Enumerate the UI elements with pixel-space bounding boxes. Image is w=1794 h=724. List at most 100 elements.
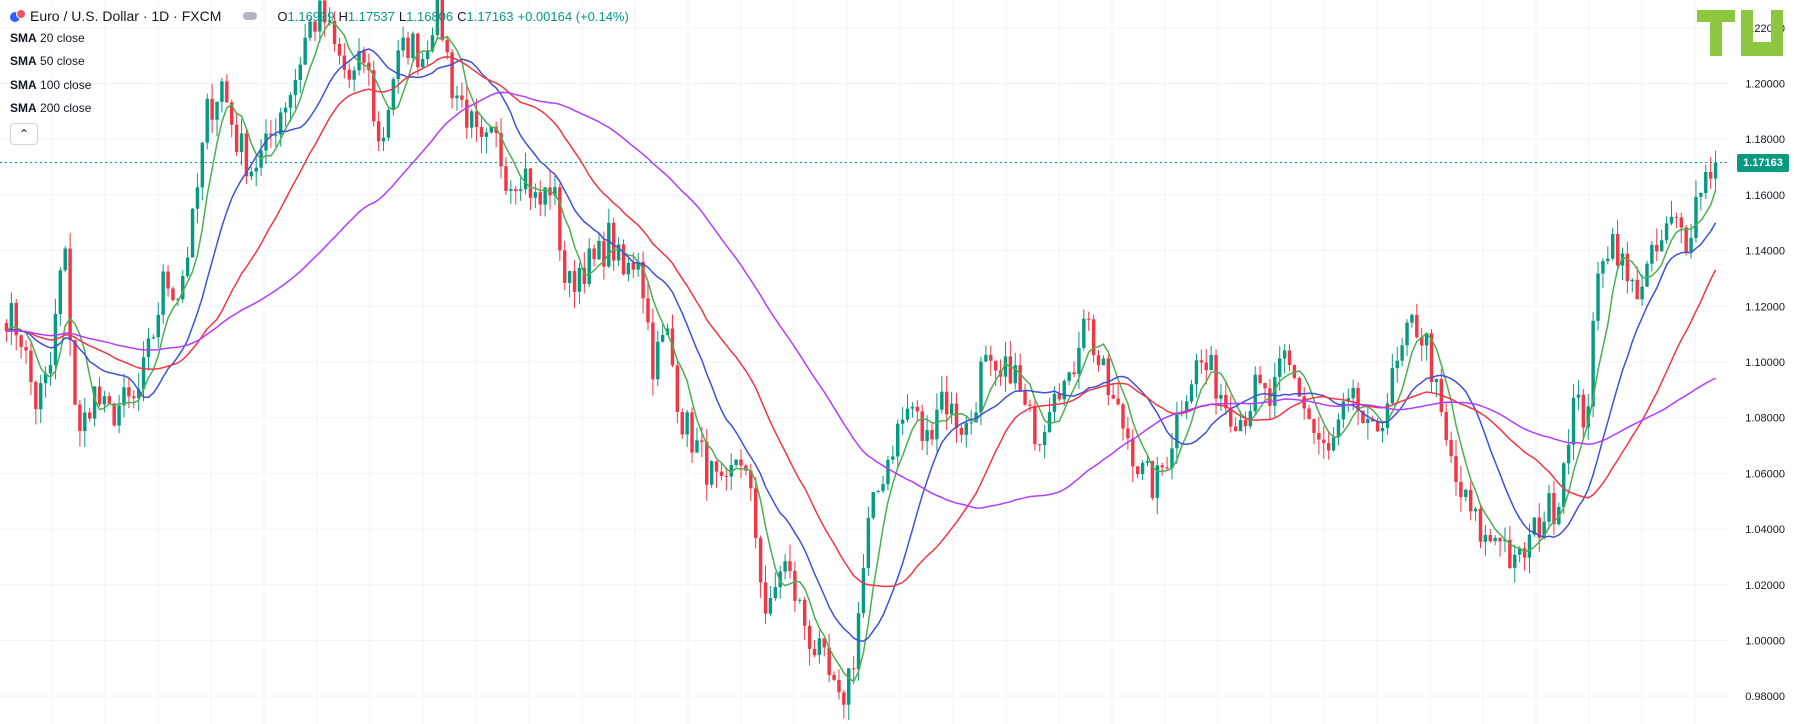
candle-body [1145,461,1150,463]
candle-body [788,561,792,571]
candle-body [1630,279,1635,282]
candle-body [514,189,518,192]
candle-body [900,419,905,424]
candle-body [553,187,557,196]
collapse-legend-button[interactable]: ⌃ [10,123,38,145]
candle-body [185,257,190,277]
candle-body [876,491,880,493]
candle-body [626,263,631,275]
candle-body [1581,394,1586,428]
candle-body [406,37,410,59]
candle-body [1047,411,1052,433]
candle-body [29,350,33,382]
candle-body [1023,390,1027,405]
candle-body [886,459,890,485]
candle-body [861,568,866,614]
candle-body [700,440,704,442]
candle-body [127,387,131,397]
candle-body [122,387,126,406]
candle-body [935,409,939,440]
candle-body [97,386,102,405]
candle-body [230,102,234,125]
candle-body [1380,427,1385,432]
candle-body [1566,444,1571,464]
study-sma-20[interactable]: SMA 20 close [10,30,85,45]
candle-body [1571,397,1576,445]
candle-body [337,43,342,56]
candle-body [631,263,635,270]
candle-body [78,404,82,432]
candle-body [602,240,606,267]
candle-body [308,21,312,38]
candle-body [925,430,929,441]
candle-body [1625,253,1630,282]
candle-body [1238,420,1243,432]
candle-body [533,192,538,198]
candle-body [1082,318,1086,348]
candle-body [1449,440,1453,457]
candle-body [509,189,513,191]
price-axis-tick-label: 1.16000 [1745,190,1785,202]
candle-body [749,470,753,489]
candle-body [39,383,43,410]
candle-body [1282,350,1287,359]
candle-body [1326,443,1331,451]
hide-legend-icon[interactable] [243,12,258,20]
symbol-title[interactable]: Euro / U.S. Dollar · 1D · FXCM [30,8,222,24]
candle-body [1150,461,1155,498]
candle-body [940,391,944,410]
candle-body [744,465,748,471]
last-price-label: 1.17163 [1737,153,1789,172]
candle-body [1253,374,1257,412]
sma-200-line [6,91,1716,509]
candle-body [112,403,116,426]
candle-body [851,668,856,670]
candle-body [117,405,121,426]
price-change: +0.00164 (+0.14%) [517,8,629,24]
candle-body [1346,398,1350,402]
candle-body [146,338,151,358]
candle-body [465,99,469,128]
candle-body [1635,279,1639,300]
candle-body [641,261,645,299]
candle-body [964,423,969,435]
candle-body [543,187,547,205]
candle-body [807,625,812,649]
price-axis-tick-label: 0.98000 [1745,691,1785,703]
candle-body [1331,437,1336,451]
candle-body [920,411,924,441]
candle-body [1277,358,1282,377]
candle-body [915,406,920,412]
study-sma-100[interactable]: SMA 100 close [10,77,92,92]
candle-body [156,314,160,338]
candle-body [1708,171,1713,179]
candle-body [239,133,244,152]
candle-body [523,168,528,190]
candle-body [151,337,156,339]
candle-body [1601,261,1605,274]
candle-body [817,638,822,656]
price-axis[interactable]: 0.98000 1.00000 1.02000 1.04000 1.06000 1.080… [1745,23,1785,703]
study-sma-50[interactable]: SMA 50 close [10,54,85,69]
candle-body [1576,394,1581,398]
candle-body [1527,534,1532,558]
candle-body [323,0,327,23]
candle-body [611,222,616,261]
candle-body [1155,465,1159,498]
candle-body [597,240,601,260]
candle-body [484,132,489,137]
candle-body [729,465,733,477]
candle-body [73,340,77,405]
candle-body [1131,438,1135,467]
candle-body [896,423,900,457]
ohlc-close: C1.17163 [457,8,514,24]
candle-body [396,50,400,80]
candle-body [474,111,479,128]
study-sma-200[interactable]: SMA 200 close [10,101,92,116]
candle-body [225,81,229,103]
candle-body [1645,263,1649,287]
candle-body [43,373,48,384]
candle-body [1596,273,1600,321]
candle-body [773,587,778,599]
